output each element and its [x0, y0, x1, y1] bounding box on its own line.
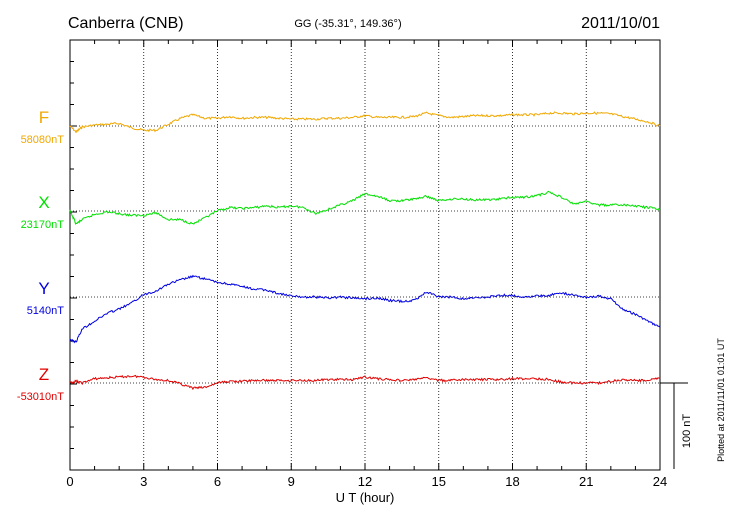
station-coords: GG (-35.31°, 149.36°): [294, 18, 401, 30]
label-layer: 0 3 6 9 12 15 18 21 24 F 58080nT X 23170nT Y 5140nT Z -5…: [17, 108, 667, 489]
plot-date: 2011/10/01: [581, 15, 660, 32]
series-baseline-f: 58080nT: [21, 134, 65, 146]
x-tick-label: 12: [358, 474, 372, 489]
plot-frame: [69, 39, 661, 471]
x-tick-label: 18: [505, 474, 519, 489]
series-line-z: [69, 374, 661, 391]
x-tick-label: 24: [653, 474, 667, 489]
station-title: Canberra (CNB): [68, 15, 184, 32]
scale-bar: 100 nT: [660, 382, 693, 469]
x-tick-label: 6: [214, 474, 221, 489]
series-line-y: [69, 274, 661, 344]
plotted-note: Plotted at 2011/11/01 01:01 UT: [716, 338, 726, 462]
series-name-f: F: [39, 108, 49, 127]
x-tick-label: 15: [432, 474, 446, 489]
series-name-z: Z: [39, 365, 49, 384]
series-line-f: [69, 111, 661, 134]
series-name-y: Y: [38, 279, 49, 298]
tick-layer: [69, 39, 661, 471]
x-tick-label: 21: [579, 474, 593, 489]
x-tick-label: 9: [288, 474, 295, 489]
series-baseline-z: -53010nT: [17, 391, 64, 403]
x-tick-label: 0: [66, 474, 73, 489]
scale-bar-label: 100 nT: [681, 414, 693, 449]
baseline-layer: [70, 125, 660, 384]
series-layer: [69, 111, 661, 391]
series-line-x: [69, 190, 661, 226]
grid-layer: [143, 40, 587, 470]
x-tick-label: 3: [140, 474, 147, 489]
x-axis-label: U T (hour): [336, 490, 395, 505]
series-baseline-x: 23170nT: [21, 219, 65, 231]
series-name-x: X: [38, 193, 49, 212]
series-baseline-y: 5140nT: [27, 305, 65, 317]
